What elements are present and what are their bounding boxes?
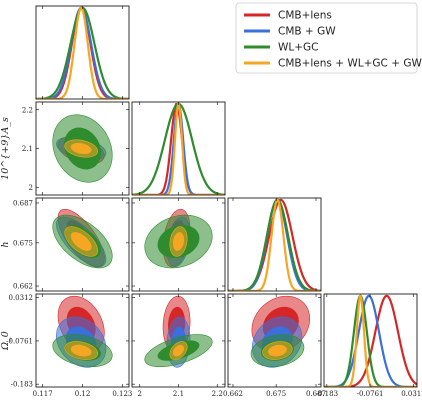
legend-label: WL+GC [278,42,319,54]
marginal-line-series-2 [36,6,129,99]
y-tick-label: 2.2 [22,106,33,114]
panel-10^{+9}A_s-vs-Ω_0 [144,295,213,368]
y-axis-label: 10^{+9}A_s [0,117,11,180]
y-axis-label: Ω_0 [0,331,11,351]
marginal-line-series-3 [36,6,129,99]
panel-frame [323,293,418,388]
marginal-h [228,198,321,291]
marginal-Ω_0 [324,294,417,387]
x-tick-label: -0.0761 [357,390,384,398]
x-tick-label: 0.117 [33,390,53,398]
y-tick-label: 2.1 [22,145,33,153]
panel-ω_c-vs-10^{+9}A_s [52,114,113,183]
y-tick-label: 0.662 [13,283,33,291]
panel-frame [35,5,130,100]
panel-ω_c-vs-Ω_0 [52,295,113,368]
y-axis-label: h [0,241,11,247]
contour-68-series-3 [70,232,92,251]
marginal-line-series-1 [36,6,129,99]
x-tick-label: 0.662 [223,390,243,398]
y-tick-label: -0.0761 [6,337,33,345]
marginal-line-series-0 [324,294,417,387]
x-tick-label: 0.0312 [401,390,422,398]
panel-frame [227,293,322,388]
marginal-line-series-3 [228,198,321,291]
y-tick-label: -0.183 [11,381,33,389]
x-tick-label: 2 [138,390,142,398]
x-tick-label: 2.2 [212,390,223,398]
contour-68-series-3 [268,344,287,357]
legend-box [235,2,418,74]
marginal-line-series-0 [36,6,129,99]
marginal-line-series-2 [132,102,225,195]
x-tick-label: -0.183 [316,390,338,398]
y-tick-label: 0.0312 [9,294,34,302]
legend-label: CMB+lens [278,10,332,22]
panel-h-vs-Ω_0 [250,295,311,368]
x-tick-label: 0.675 [266,390,286,398]
marginal-line-series-1 [324,294,417,387]
marginal-line-series-3 [132,102,225,195]
x-tick-label: 2.1 [173,390,184,398]
panel-ω_c-vs-h [52,208,113,269]
marginal-line-series-1 [132,102,225,195]
y-tick-label: 0.687 [13,199,33,207]
x-tick-label: 0.123 [112,390,132,398]
legend-label: CMB + GW [278,26,336,38]
marginal-line-series-0 [132,102,225,195]
contour-68-series-3 [172,232,185,251]
panel-10^{+9}A_s-vs-h [144,208,213,269]
y-tick-label: 2 [29,184,33,192]
contour-68-series-3 [70,344,92,357]
legend-label: CMB+lens + WL+GC + GW [278,58,422,70]
legend: CMB+lens CMB + GW WL+GC CMB+lens + WL+GC + … [235,2,422,74]
contour-68-series-3 [70,142,92,155]
contour-68-series-3 [172,344,185,357]
x-tick-label: 0.12 [75,390,91,398]
marginal-ω_c [36,6,129,99]
x-tick-label: 0.687 [306,390,326,398]
panel-frame [227,197,322,292]
marginal-line-series-3 [324,294,417,387]
y-tick-label: 0.675 [13,239,33,247]
marginal-line-series-2 [324,294,417,387]
marginal-10^{+9}A_s [132,102,225,195]
